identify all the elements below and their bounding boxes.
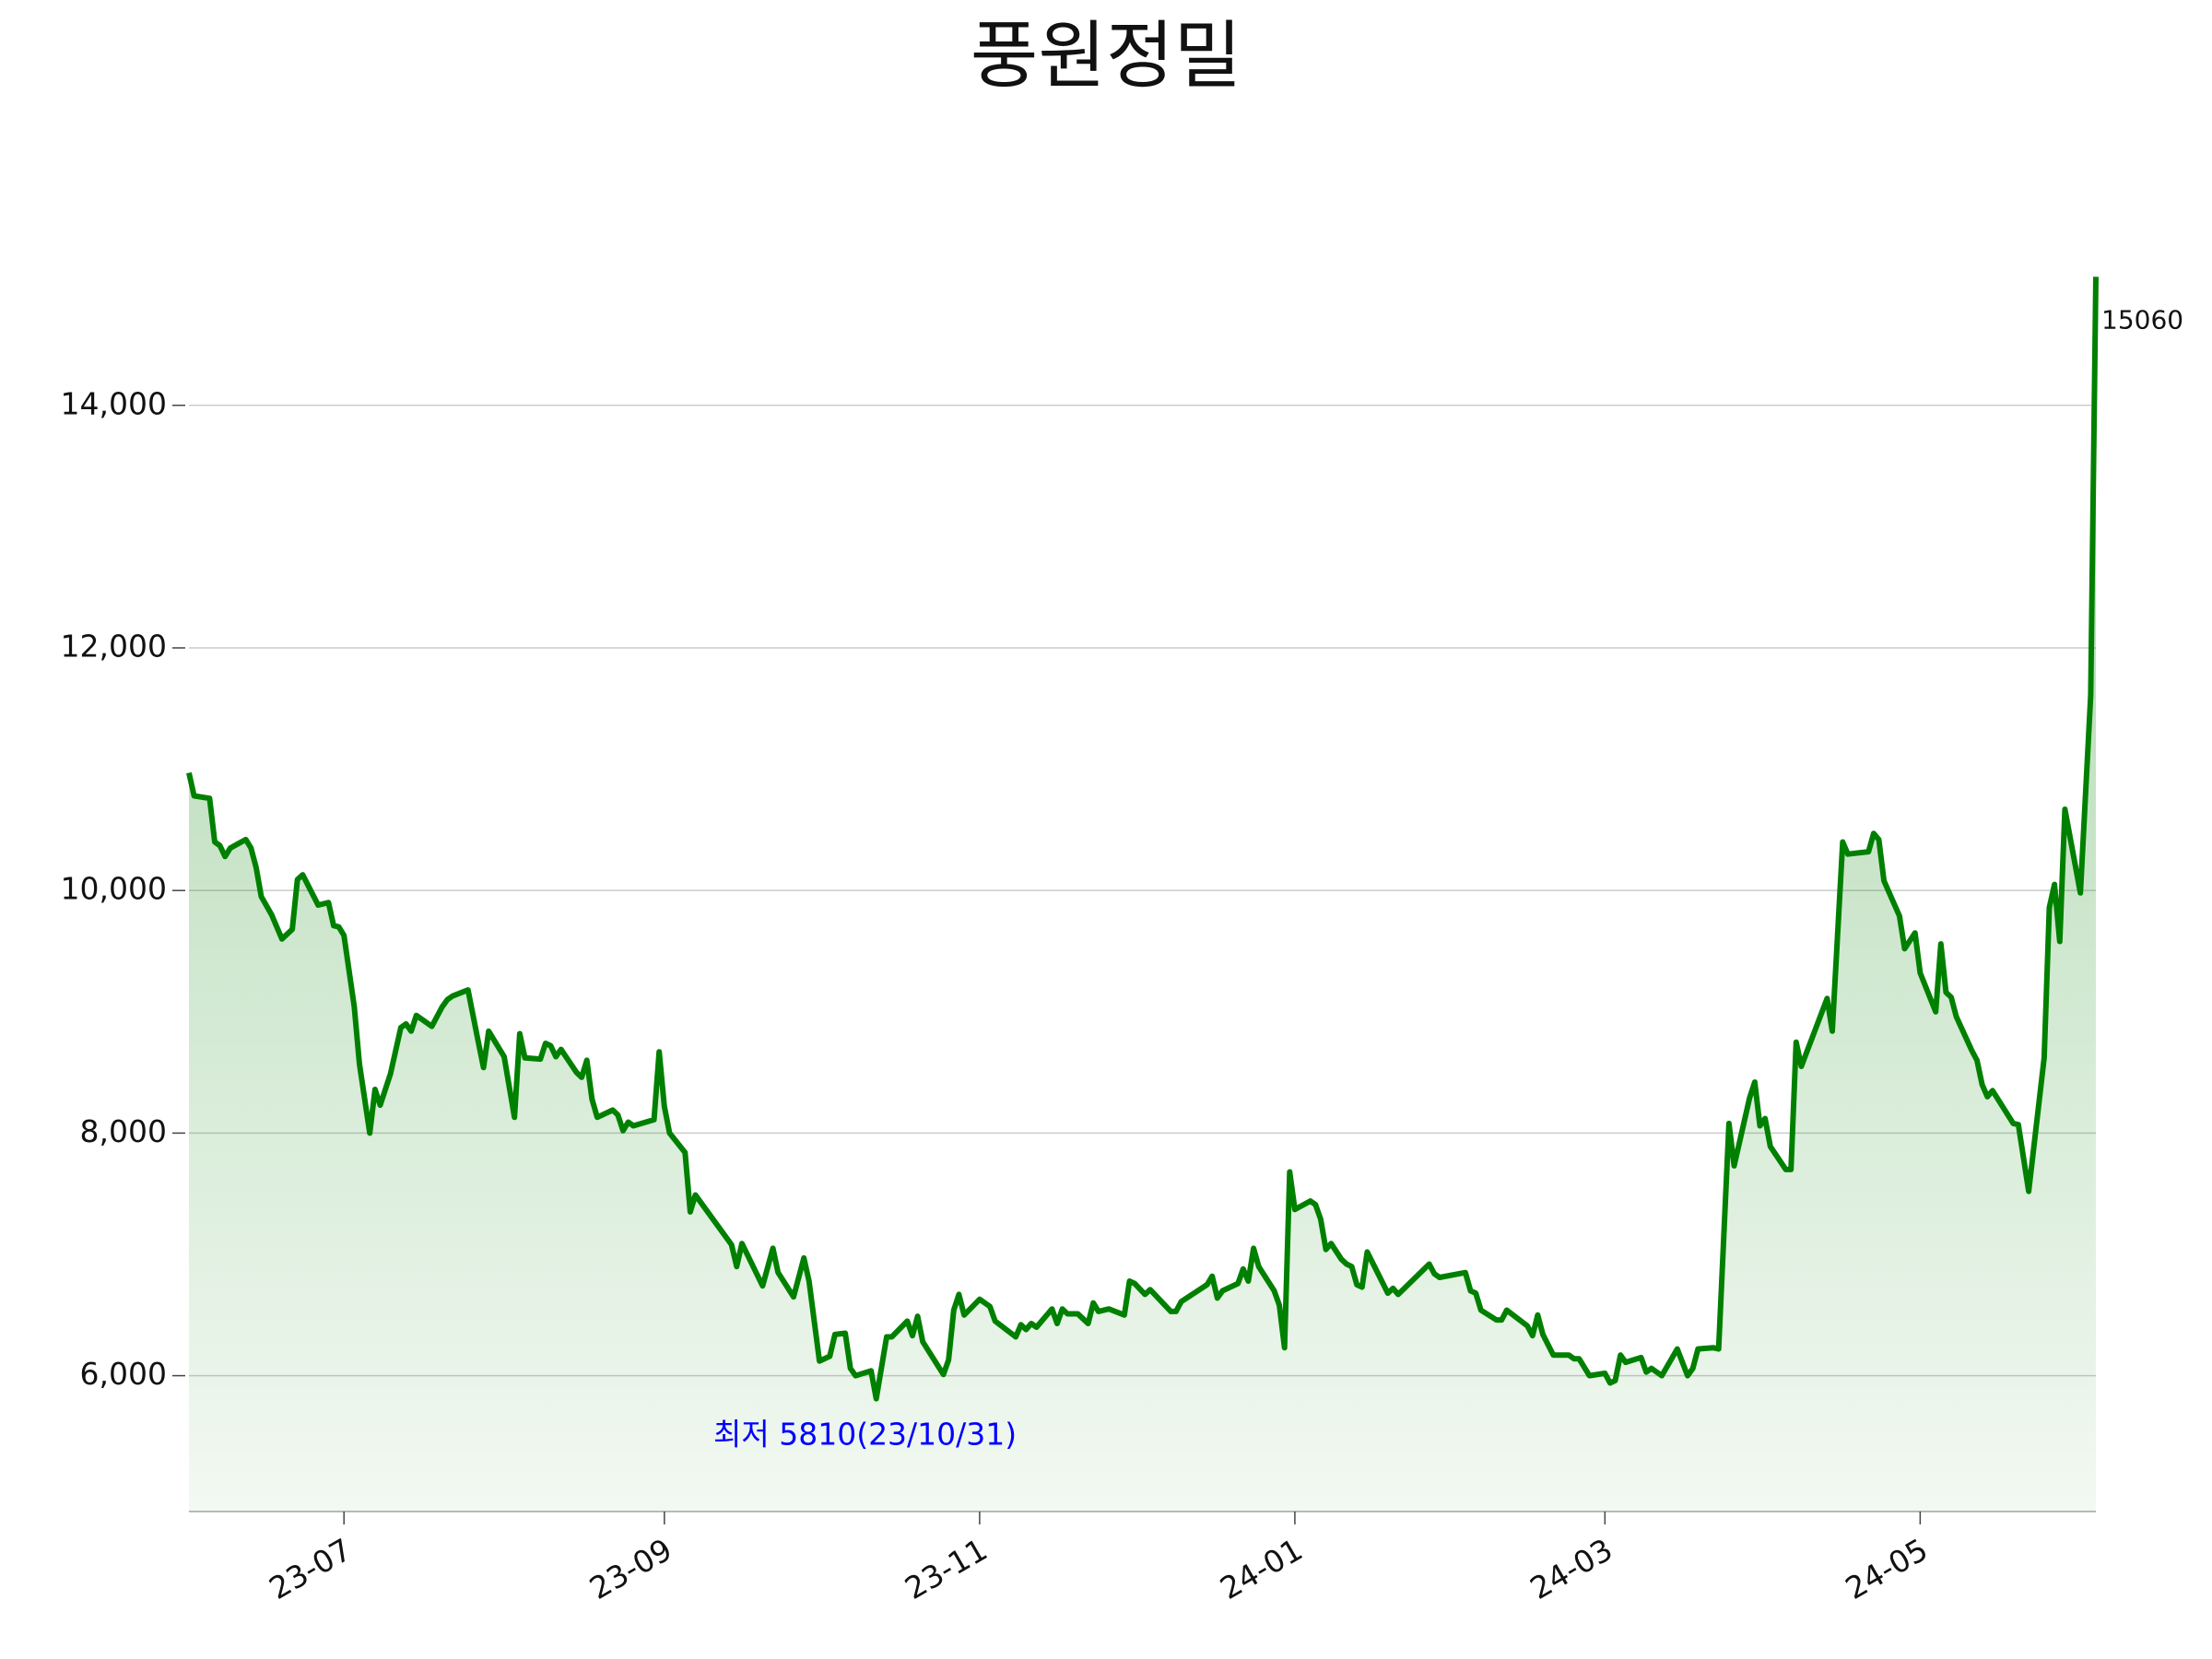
- x-tick-label: 23-09: [583, 1531, 678, 1606]
- x-tick-label: 24-01: [1214, 1531, 1309, 1606]
- y-tick-label: 12,000: [61, 628, 167, 664]
- area-fill: [189, 276, 2096, 1512]
- x-tick-label: 23-11: [899, 1531, 994, 1606]
- y-tick-label: 14,000: [61, 385, 167, 421]
- y-tick-label: 8,000: [80, 1113, 167, 1149]
- min-annotation: 최저 5810(23/10/31): [713, 1417, 1017, 1453]
- price-line: [186, 276, 2099, 1402]
- max-value-label: 15060: [2101, 304, 2183, 335]
- x-tick-label: 23-07: [263, 1531, 358, 1606]
- x-tick-label: 24-05: [1840, 1531, 1935, 1606]
- chart-title: 풍원정밀: [971, 13, 1241, 99]
- y-tick-label: 10,000: [61, 871, 167, 907]
- x-tick-label: 24-03: [1524, 1531, 1619, 1606]
- y-tick-label: 6,000: [80, 1356, 167, 1392]
